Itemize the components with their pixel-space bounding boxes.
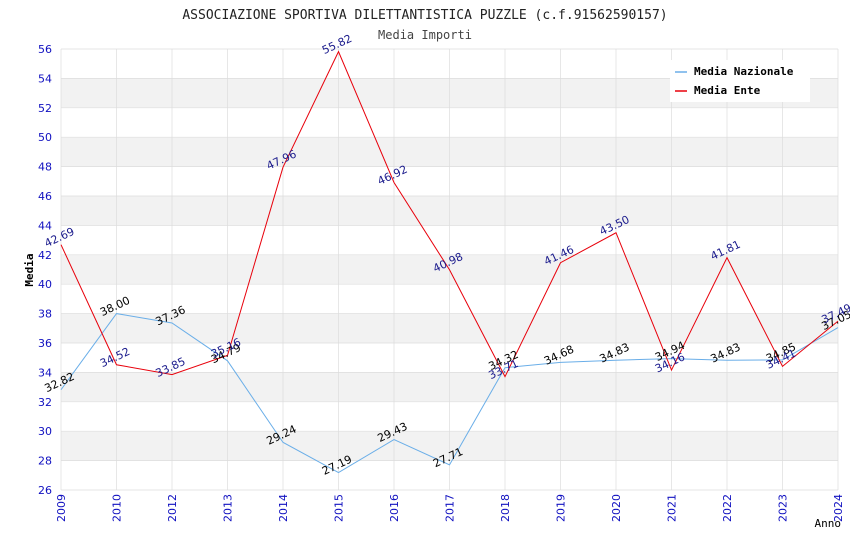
y-tick-label: 50 — [38, 131, 52, 144]
x-tick-label: 2019 — [555, 494, 568, 522]
y-tick-label: 26 — [38, 484, 52, 497]
y-tick-label: 56 — [38, 43, 52, 56]
series-line-media-ente — [60, 50, 839, 378]
y-tick-label: 44 — [38, 219, 52, 232]
legend-label-media-ente: Media Ente — [694, 84, 761, 97]
y-tick-label: 34 — [38, 366, 52, 379]
x-tick-label: 2023 — [777, 494, 790, 522]
x-tick-label: 2024 — [832, 494, 845, 522]
x-axis-ticks: 2009 2010 2012 2013 2014 2015 2016 2017 2018 2019… — [55, 494, 845, 522]
x-tick-label: 2015 — [333, 494, 346, 522]
legend-box — [670, 60, 810, 102]
y-tick-label: 42 — [38, 249, 52, 262]
y-tick-label: 46 — [38, 190, 52, 203]
x-tick-label: 2013 — [222, 494, 235, 522]
y-tick-label: 36 — [38, 337, 52, 350]
chart-subtitle: Media Importi — [378, 28, 472, 42]
y-tick-label: 54 — [38, 72, 52, 85]
y-tick-label: 40 — [38, 278, 52, 291]
legend: Media Nazionale Media Ente — [670, 60, 810, 102]
data-label: 34.83 — [708, 340, 742, 365]
x-tick-label: 2009 — [55, 494, 68, 522]
series-lines — [60, 50, 839, 474]
y-tick-label: 28 — [38, 455, 52, 468]
data-label: 34.83 — [597, 340, 631, 365]
y-tick-label: 48 — [38, 161, 52, 174]
grid-lines — [60, 48, 839, 491]
legend-label-media-nazionale: Media Nazionale — [694, 65, 794, 78]
series-line-media-nazionale — [60, 313, 839, 474]
y-tick-label: 30 — [38, 425, 52, 438]
y-tick-label: 32 — [38, 396, 52, 409]
data-label: 34.68 — [542, 343, 576, 368]
x-tick-label: 2020 — [610, 494, 623, 522]
y-tick-label: 38 — [38, 308, 52, 321]
y-axis-label: Media — [23, 253, 36, 286]
x-axis-label: Anno — [815, 517, 842, 530]
x-tick-label: 2010 — [111, 494, 124, 522]
x-tick-label: 2014 — [277, 494, 290, 522]
y-tick-label: 52 — [38, 102, 52, 115]
x-tick-label: 2017 — [444, 494, 457, 522]
x-tick-label: 2016 — [388, 494, 401, 522]
x-tick-label: 2022 — [721, 494, 734, 522]
x-tick-label: 2012 — [166, 494, 179, 522]
y-axis-ticks: 26 28 30 32 34 36 38 40 42 44 46 48 50 52 54 56 — [38, 43, 52, 497]
chart-title: ASSOCIAZIONE SPORTIVA DILETTANTISTICA PU… — [182, 8, 667, 23]
data-label: 55.82 — [320, 32, 354, 57]
x-tick-label: 2018 — [499, 494, 512, 522]
x-tick-label: 2021 — [666, 494, 679, 522]
